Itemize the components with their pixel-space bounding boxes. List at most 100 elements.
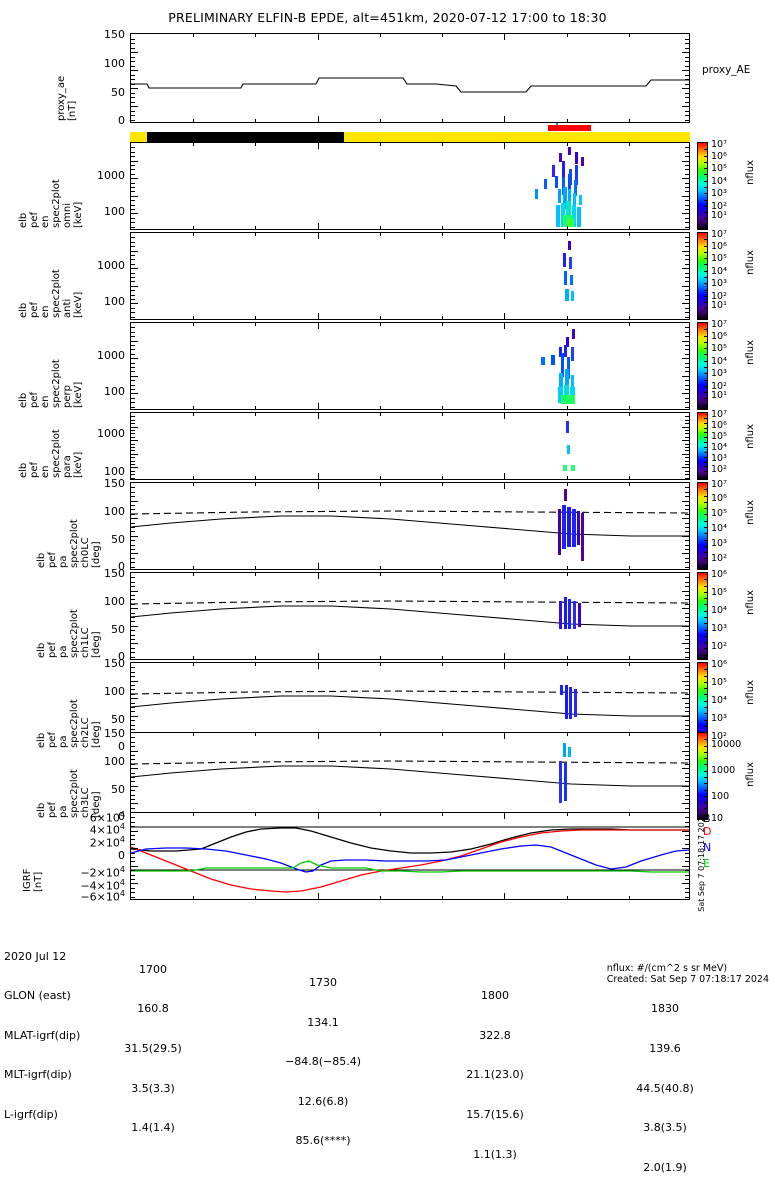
label-line: spec2plot bbox=[69, 519, 80, 568]
pa-ch1lc-ytick-100: 100 bbox=[104, 595, 125, 608]
colorbar-pa-ch3lc bbox=[697, 732, 708, 820]
cb3-tick-5: 10⁵ bbox=[711, 343, 727, 354]
label-line: spec2plot bbox=[51, 359, 62, 408]
panel-en-para bbox=[130, 412, 690, 480]
colorbar-en-anti bbox=[697, 232, 708, 320]
label-line: spec2plot bbox=[69, 609, 80, 658]
pa-ch0lc-ytick-100: 100 bbox=[104, 505, 125, 518]
cb6-tick-3: 10³ bbox=[711, 623, 727, 634]
cb3-tick-4: 10⁴ bbox=[711, 356, 727, 367]
yellow-status-bar bbox=[130, 132, 690, 142]
loss-cone-line bbox=[131, 605, 689, 627]
label-line: [keV] bbox=[73, 381, 84, 408]
pa-ch3lc-ytick-150: 150 bbox=[104, 727, 125, 740]
label-line: ch3LC bbox=[80, 787, 91, 818]
pa-ch1lc-ytick-0: 0 bbox=[118, 650, 125, 663]
cell: 15.7(15.6) bbox=[466, 1108, 524, 1121]
cell: 322.8 bbox=[479, 1028, 511, 1042]
pa-ch1lc-plot bbox=[131, 597, 689, 629]
panel-en-para-label: elb pef en spec2plot para [keV] bbox=[18, 414, 84, 478]
cb4-tick-2: 10² bbox=[711, 464, 727, 475]
panel-proxy-ae-label: proxy_ae [nT] bbox=[56, 35, 78, 121]
cb8-tick-10: 10 bbox=[711, 813, 724, 824]
cell: 1730 bbox=[309, 976, 337, 990]
proxy-ae-plot bbox=[131, 77, 689, 93]
cb7-tick-4: 10⁴ bbox=[711, 695, 727, 706]
label-line: pef bbox=[47, 801, 58, 818]
spectro-burst bbox=[563, 241, 574, 301]
label-line: elb bbox=[18, 462, 29, 478]
cb1-tick-5: 10⁵ bbox=[711, 163, 727, 174]
label-line: pa bbox=[58, 645, 69, 658]
label-line: [nT] bbox=[33, 871, 44, 892]
label-line: elb bbox=[18, 392, 29, 408]
cell: 85.6(****) bbox=[295, 1134, 351, 1148]
en-perp-ytick-100: 100 bbox=[104, 385, 125, 398]
label-line: en bbox=[40, 465, 51, 479]
cb8-tick-10000: 10000 bbox=[711, 739, 742, 750]
cb1-tick-2: 10² bbox=[711, 201, 727, 212]
label-line: anti bbox=[62, 298, 73, 318]
label-line: pef bbox=[47, 551, 58, 568]
pa-ch1lc-ytick-150: 150 bbox=[104, 567, 125, 580]
cell: 3.8(3.5) bbox=[643, 1121, 687, 1135]
cb4-tick-4: 10⁴ bbox=[711, 442, 727, 453]
label-line: [keV] bbox=[73, 291, 84, 318]
en-anti-ytick-100: 100 bbox=[104, 295, 125, 308]
label-line: ch0LC bbox=[80, 537, 91, 568]
label-line: spec2plot bbox=[51, 179, 62, 228]
cb6-tick-5: 10⁵ bbox=[711, 587, 727, 598]
cb4-tick-7: 10⁷ bbox=[711, 409, 727, 420]
igrf-ytick-neg6e4: −6×104 bbox=[80, 889, 125, 904]
spectro-burst bbox=[559, 743, 571, 803]
label-line: ch1LC bbox=[80, 627, 91, 658]
proxy-ae-right-label: proxy_AE bbox=[702, 64, 751, 76]
pa-ch0lc-ytick-50: 50 bbox=[111, 533, 125, 546]
panel-pa-ch0lc-label: elb pef pa spec2plot ch0LC [deg] bbox=[36, 486, 102, 568]
en-para-spectrogram bbox=[563, 421, 575, 471]
table-row: L-igrf(dip) 1.4(1.4) 85.6(****) 1.1(1.3)… bbox=[4, 1095, 687, 1174]
igrf-ytick-0: 0 bbox=[118, 849, 125, 862]
cb2-tick-4: 10⁴ bbox=[711, 266, 727, 277]
footnote-block: nflux: #/(cm^2 s sr MeV) Created: Sat Se… bbox=[607, 963, 769, 985]
igrf-series-N bbox=[131, 844, 689, 873]
proxy-ae-ytick-50: 50 bbox=[111, 86, 125, 99]
label-line: [deg] bbox=[91, 541, 102, 568]
cb1-tick-7: 10⁷ bbox=[711, 139, 727, 150]
panel-proxy-ae bbox=[130, 33, 690, 123]
label-line: elb bbox=[18, 212, 29, 228]
cell: 1830 bbox=[651, 1002, 679, 1016]
en-perp-spectrogram bbox=[541, 329, 575, 404]
label-line: pef bbox=[29, 211, 40, 228]
label-line: en bbox=[40, 305, 51, 319]
panel-en-omni bbox=[130, 142, 690, 230]
cb4-tick-3: 10³ bbox=[711, 453, 727, 464]
cb5-tick-7: 10⁷ bbox=[711, 479, 727, 490]
pa-ch2lc-ytick-100: 100 bbox=[104, 685, 125, 698]
pa-ch2lc-ytick-50: 50 bbox=[111, 713, 125, 726]
cell: 31.5(29.5) bbox=[124, 1042, 182, 1055]
panel-igrf bbox=[130, 812, 690, 900]
loss-cone-line bbox=[131, 765, 689, 787]
row-label: GLON (east) bbox=[4, 989, 71, 1003]
cb5-tick-6: 10⁶ bbox=[711, 493, 727, 504]
cb1-tick-3: 10³ bbox=[711, 188, 727, 199]
pa-ch2lc-plot bbox=[131, 685, 689, 719]
label-line: spec2plot bbox=[51, 269, 62, 318]
cb7-tick-3: 10³ bbox=[711, 713, 727, 724]
cb3-tick-1: 10¹ bbox=[711, 390, 727, 401]
table-row: 2020 Jul 12 1700 1730 1800 1830 bbox=[4, 936, 679, 1016]
cb3-name: nflux bbox=[745, 340, 756, 365]
cb1-tick-1: 10¹ bbox=[711, 210, 727, 221]
label-line: en bbox=[40, 395, 51, 409]
cell: 3.5(3.3) bbox=[131, 1081, 175, 1095]
label-line: pef bbox=[29, 461, 40, 478]
label-line: en bbox=[40, 215, 51, 229]
proxy-ae-ytick-0: 0 bbox=[118, 114, 125, 127]
panel-igrf-label: IGRF [nT] bbox=[22, 820, 44, 892]
cb3-tick-7: 10⁷ bbox=[711, 319, 727, 330]
cb7-name: nflux bbox=[745, 680, 756, 705]
igrf-ytick-neg4e4: −4×104 bbox=[80, 878, 125, 893]
cb8-tick-1000: 1000 bbox=[711, 765, 736, 776]
label-line: omni bbox=[62, 203, 73, 228]
